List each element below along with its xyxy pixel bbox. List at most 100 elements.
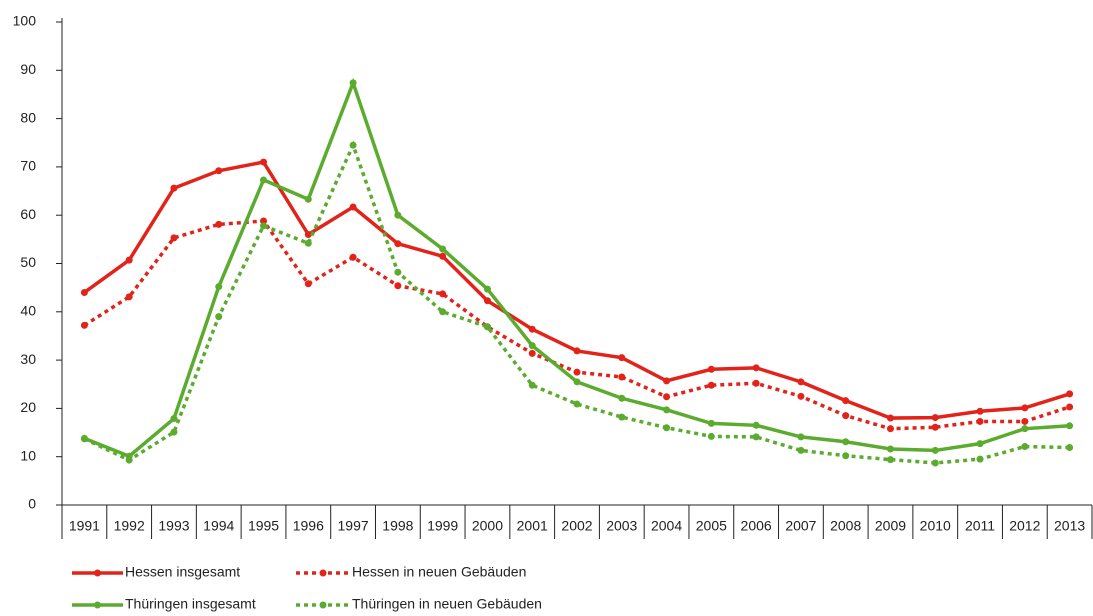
data-point bbox=[394, 268, 402, 276]
y-tick-label: 80 bbox=[20, 109, 36, 125]
y-tick-label: 50 bbox=[20, 254, 36, 270]
data-point bbox=[707, 365, 715, 373]
data-point bbox=[886, 414, 894, 422]
data-point bbox=[483, 285, 491, 293]
data-point bbox=[752, 421, 760, 429]
data-point bbox=[439, 252, 447, 260]
x-tick-label: 2011 bbox=[965, 518, 995, 534]
x-tick-label: 2004 bbox=[651, 518, 682, 534]
data-point bbox=[663, 377, 671, 385]
data-point bbox=[304, 195, 312, 203]
data-point bbox=[349, 141, 357, 149]
y-tick-label: 10 bbox=[20, 447, 36, 463]
x-tick-label: 2009 bbox=[875, 518, 906, 534]
x-tick-label: 1994 bbox=[203, 518, 234, 534]
data-point bbox=[797, 446, 805, 454]
data-point bbox=[842, 452, 850, 460]
data-point bbox=[215, 167, 223, 175]
data-point bbox=[394, 211, 402, 219]
data-point bbox=[215, 220, 223, 228]
data-point bbox=[976, 417, 984, 425]
legend-label: Thüringen insgesamt bbox=[125, 596, 256, 612]
series-line bbox=[83, 140, 1070, 465]
y-tick-label: 60 bbox=[20, 206, 36, 222]
x-tick-label: 2010 bbox=[920, 518, 951, 534]
data-point bbox=[528, 342, 536, 350]
x-tick-label: 1996 bbox=[293, 518, 324, 534]
data-point bbox=[80, 435, 88, 443]
y-tick-label: 90 bbox=[20, 61, 36, 77]
y-tick-label: 0 bbox=[28, 496, 36, 512]
x-tick-label: 2000 bbox=[472, 518, 503, 534]
y-tick-label: 70 bbox=[20, 158, 36, 174]
data-point bbox=[260, 158, 268, 166]
data-point bbox=[707, 432, 715, 440]
data-point bbox=[931, 414, 939, 422]
data-point bbox=[842, 397, 850, 405]
data-point bbox=[886, 456, 894, 464]
x-tick-label: 1992 bbox=[114, 518, 145, 534]
data-point bbox=[797, 392, 805, 400]
data-point bbox=[842, 412, 850, 420]
data-point bbox=[80, 321, 88, 329]
data-point bbox=[483, 297, 491, 305]
data-point bbox=[1066, 422, 1074, 430]
data-point bbox=[215, 313, 223, 321]
x-tick-label: 1997 bbox=[338, 518, 369, 534]
y-tick-label: 20 bbox=[20, 399, 36, 415]
legend-label: Hessen in neuen Gebäuden bbox=[352, 564, 526, 580]
x-tick-label: 2006 bbox=[741, 518, 772, 534]
data-point bbox=[886, 425, 894, 433]
data-point bbox=[394, 240, 402, 248]
data-point bbox=[663, 393, 671, 401]
data-point bbox=[304, 231, 312, 239]
x-tick-label: 2008 bbox=[830, 518, 861, 534]
data-point bbox=[573, 400, 581, 408]
data-point bbox=[170, 428, 178, 436]
data-point bbox=[528, 349, 536, 357]
data-point bbox=[349, 203, 357, 211]
data-point bbox=[483, 323, 491, 331]
data-point bbox=[886, 445, 894, 453]
data-point bbox=[260, 176, 268, 184]
x-tick-label: 1991 bbox=[69, 518, 100, 534]
data-point bbox=[125, 456, 133, 464]
data-point bbox=[573, 347, 581, 355]
legend-label: Hessen insgesamt bbox=[125, 564, 240, 580]
data-point bbox=[976, 455, 984, 463]
x-tick-label: 1995 bbox=[248, 518, 279, 534]
legend-marker bbox=[94, 569, 101, 577]
data-point bbox=[618, 373, 626, 381]
data-point bbox=[797, 433, 805, 441]
legend-marker bbox=[94, 601, 101, 609]
data-point bbox=[842, 438, 850, 446]
legend-marker bbox=[319, 569, 327, 577]
x-tick-label: 2001 bbox=[517, 518, 548, 534]
x-tick-label: 1999 bbox=[427, 518, 458, 534]
x-tick-label: 2005 bbox=[696, 518, 727, 534]
data-point bbox=[439, 290, 447, 298]
data-point bbox=[215, 283, 223, 291]
data-point bbox=[1021, 443, 1029, 451]
data-point bbox=[663, 406, 671, 414]
data-point bbox=[528, 325, 536, 333]
x-tick-label: 1993 bbox=[158, 518, 189, 534]
x-tick-label: 2002 bbox=[561, 518, 592, 534]
data-point bbox=[439, 308, 447, 316]
data-point bbox=[260, 222, 268, 230]
data-point bbox=[170, 234, 178, 242]
y-tick-label: 100 bbox=[13, 13, 37, 29]
data-point bbox=[976, 407, 984, 415]
data-point bbox=[663, 424, 671, 432]
data-point bbox=[752, 379, 760, 387]
data-point bbox=[349, 253, 357, 261]
data-point bbox=[1021, 404, 1029, 412]
data-point bbox=[1021, 417, 1029, 425]
data-point bbox=[976, 440, 984, 448]
data-point bbox=[618, 394, 626, 402]
x-tick-label: 2012 bbox=[1009, 518, 1040, 534]
data-point bbox=[528, 381, 536, 389]
data-point bbox=[573, 368, 581, 376]
data-point bbox=[573, 378, 581, 386]
